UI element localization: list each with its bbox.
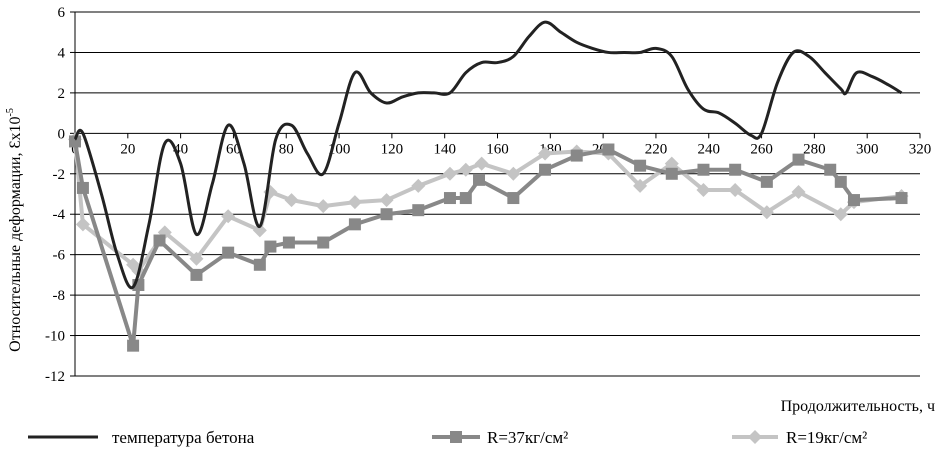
series-2 — [69, 135, 908, 352]
data-point — [222, 246, 235, 259]
data-point — [411, 178, 426, 193]
data-point — [443, 192, 456, 205]
legend-item-1: температура бетона — [28, 428, 255, 447]
data-point — [190, 268, 203, 281]
data-point — [847, 194, 860, 207]
y-tick-label: -6 — [53, 248, 66, 264]
data-point — [728, 182, 743, 197]
data-point — [473, 173, 486, 186]
x-tick-label: 140 — [433, 141, 456, 157]
series-line — [73, 141, 902, 348]
legend-item-2: R=37кг/см² — [432, 428, 568, 447]
data-point — [507, 192, 520, 205]
data-point — [760, 175, 773, 188]
series-3 — [68, 132, 909, 278]
data-point — [252, 223, 267, 238]
data-point — [538, 146, 553, 161]
data-point — [380, 208, 393, 221]
data-point — [316, 199, 331, 214]
data-point — [633, 178, 648, 193]
data-point — [833, 207, 848, 222]
data-point — [834, 175, 847, 188]
y-tick-label: 4 — [58, 45, 66, 61]
x-tick-label: 80 — [279, 141, 294, 157]
series-1 — [73, 20, 903, 290]
legend-item-3: R=19кг/см² — [732, 428, 867, 447]
data-point — [317, 236, 330, 249]
data-point — [824, 163, 837, 176]
series-line — [73, 139, 902, 273]
legend-swatch-marker — [748, 430, 762, 444]
y-tick-label: -2 — [53, 167, 66, 183]
data-point — [412, 204, 425, 217]
data-point — [759, 205, 774, 220]
x-tick-label: 280 — [803, 141, 826, 157]
data-point — [791, 184, 806, 199]
data-point — [895, 192, 908, 205]
legend-label: температура бетона — [112, 428, 255, 447]
data-point — [539, 163, 552, 176]
y-tick-label: 0 — [58, 126, 66, 142]
data-point — [506, 166, 521, 181]
x-tick-label: 220 — [645, 141, 668, 157]
x-tick-label: 20 — [120, 141, 135, 157]
x-axis-title: Продолжительность, ч — [781, 398, 935, 415]
y-tick-label: 2 — [58, 86, 66, 102]
data-point — [69, 135, 81, 148]
data-point — [264, 240, 277, 253]
data-point — [284, 193, 299, 208]
series-line — [73, 20, 903, 290]
data-point — [792, 153, 805, 166]
data-point — [75, 217, 90, 232]
axes — [74, 12, 920, 377]
data-point — [282, 236, 295, 249]
data-point — [697, 163, 710, 176]
legend: температура бетона R=37кг/см² R=19кг/см² — [28, 428, 867, 447]
series-layer — [68, 20, 909, 352]
data-point — [696, 182, 711, 197]
data-point — [379, 193, 394, 208]
x-tick-label: 320 — [909, 141, 932, 157]
y-axis-title-exponent: -5 — [5, 108, 16, 116]
y-axis-title-text: Относительные деформации, Ɛx10 — [7, 117, 24, 352]
data-point — [570, 149, 583, 162]
data-point — [602, 143, 615, 156]
data-point — [664, 156, 679, 171]
data-point — [153, 234, 166, 247]
data-point — [127, 339, 140, 352]
y-tick-label: -8 — [53, 288, 66, 304]
x-tick-label: 240 — [698, 141, 721, 157]
x-tick-label: 160 — [486, 141, 509, 157]
x-tick-label: 120 — [381, 141, 404, 157]
x-tick-label: 300 — [856, 141, 879, 157]
data-point — [474, 156, 489, 171]
x-tick-label: 260 — [750, 141, 773, 157]
y-tick-label: -10 — [45, 329, 65, 345]
data-point — [729, 163, 742, 176]
data-point — [76, 181, 89, 194]
data-point — [189, 251, 204, 266]
y-tick-labels: 6 4 2 0 -2 -4 -6 -8 -10 -12 — [45, 5, 75, 385]
data-point — [459, 192, 472, 205]
y-tick-label: -12 — [45, 369, 65, 385]
data-point — [348, 218, 361, 231]
data-point — [665, 167, 678, 180]
data-point — [253, 258, 266, 271]
data-point — [458, 162, 473, 177]
y-tick-label: -4 — [53, 207, 66, 223]
data-point — [442, 166, 457, 181]
legend-label: R=37кг/см² — [487, 428, 568, 447]
data-point — [347, 195, 362, 210]
data-point — [634, 159, 647, 172]
legend-label: R=19кг/см² — [786, 428, 867, 447]
legend-swatch-marker — [450, 431, 462, 443]
data-point — [221, 209, 236, 224]
y-axis-title: Относительные деформации, Ɛx10-5 — [5, 108, 24, 352]
y-tick-label: 6 — [58, 5, 66, 21]
